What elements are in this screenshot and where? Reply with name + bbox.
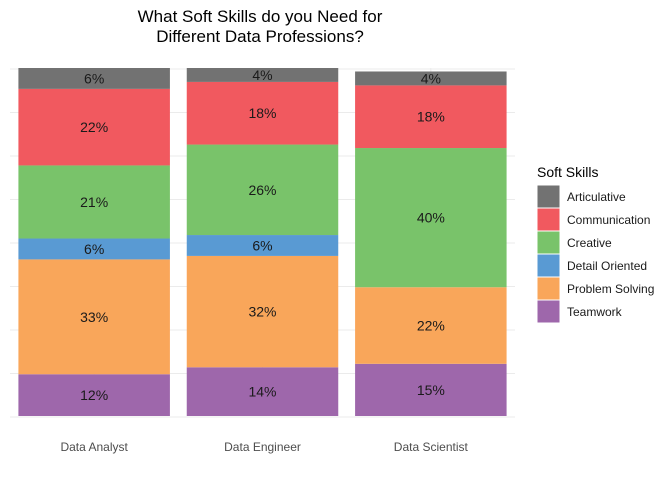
x-tick-label: Data Analyst	[60, 440, 128, 454]
legend-item-label: Creative	[567, 236, 612, 250]
bar-value-label: 21%	[80, 194, 108, 210]
bar-segment	[355, 363, 507, 416]
bar-value-label: 6%	[84, 241, 104, 257]
bar-segment	[18, 165, 170, 239]
bar-segment	[355, 71, 507, 86]
legend-item-label: Articulative	[567, 190, 626, 204]
chart-title-line-1: What Soft Skills do you Need for	[138, 7, 383, 26]
bar-segment	[186, 235, 339, 256]
bar-value-label: 4%	[252, 67, 272, 83]
chart-title-line-2: Different Data Professions?	[156, 27, 364, 46]
bar-segment	[186, 367, 339, 416]
bar-segment	[186, 81, 339, 145]
bar-value-label: 6%	[84, 70, 104, 86]
bars: 12% 33% 6% 21% 22% 6% 14% 32% 6% 26% 18% 4% 15% 22% 40…	[18, 67, 507, 416]
bar-segment	[18, 238, 170, 260]
bar-value-label: 18%	[417, 109, 445, 125]
bar-value-label: 14%	[248, 384, 276, 400]
bar-value-label: 26%	[248, 182, 276, 198]
legend-item-label: Teamwork	[567, 305, 623, 319]
bar-segment	[18, 88, 170, 166]
legend-swatch	[536, 276, 561, 301]
bar-segment	[186, 144, 339, 236]
bar-value-label: 33%	[80, 309, 108, 325]
bar-value-label: 18%	[248, 105, 276, 121]
bar-segment	[18, 68, 170, 89]
bar-segment	[355, 148, 507, 288]
legend-item-label: Problem Solving	[567, 282, 654, 296]
bar-value-label: 15%	[417, 382, 445, 398]
bar-value-label: 22%	[417, 318, 445, 334]
bar-value-label: 12%	[80, 387, 108, 403]
legend-title: Soft Skills	[537, 164, 598, 180]
bar-segment	[186, 68, 339, 82]
bar-segment	[18, 374, 170, 416]
legend-swatch	[536, 230, 561, 255]
bar-value-label: 40%	[417, 210, 445, 226]
legend-swatch	[536, 253, 561, 278]
bar-value-label: 6%	[252, 237, 272, 253]
bar-segment	[355, 287, 507, 364]
bar-value-label: 4%	[421, 70, 441, 86]
bar-segment	[18, 259, 170, 375]
legend-swatch	[536, 299, 561, 324]
legend-swatch	[536, 184, 561, 209]
bar-value-label: 22%	[80, 119, 108, 135]
x-tick-label: Data Engineer	[224, 440, 301, 454]
bar-segment	[186, 255, 339, 368]
legend-swatch	[536, 207, 561, 232]
legend: Soft Skills Articulative Communication Cre…	[536, 164, 654, 324]
bar-segment	[355, 85, 507, 149]
x-tick-label: Data Scientist	[394, 440, 469, 454]
legend-item-label: Detail Oriented	[567, 259, 647, 273]
x-axis-ticks: Data Analyst Data Engineer Data Scientist	[60, 440, 468, 454]
bar-value-label: 32%	[248, 304, 276, 320]
legend-item-label: Communication	[567, 213, 650, 227]
